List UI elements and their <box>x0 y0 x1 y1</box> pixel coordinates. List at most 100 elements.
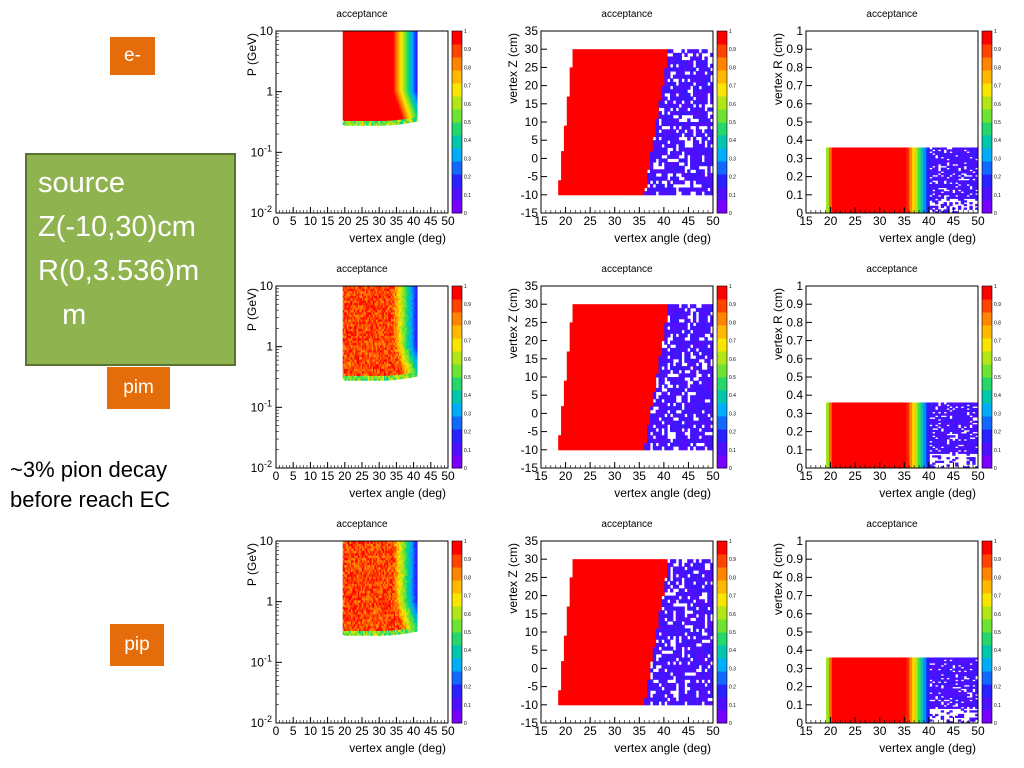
x-tick-label: 50 <box>706 469 720 483</box>
colorbar-segment <box>982 135 992 149</box>
x-tick-label: 45 <box>682 469 696 483</box>
colorbar-segment <box>982 83 992 97</box>
colorbar-segment <box>452 403 462 417</box>
x-tick-label: 25 <box>583 724 597 738</box>
heatmap-cells <box>343 541 418 636</box>
y-tick-label: 0.6 <box>786 352 803 366</box>
y-tick-label: 0.1 <box>786 188 803 202</box>
x-tick-label: 35 <box>390 214 404 228</box>
y-tick-label: 5 <box>531 388 538 402</box>
colorbar-segment <box>982 455 992 469</box>
colorbar-tick-label: 0.4 <box>464 138 471 144</box>
colorbar-segment <box>717 416 727 430</box>
x-tick-label: 40 <box>407 214 421 228</box>
colorbar-segment <box>717 403 727 417</box>
y-tick-label: 0.8 <box>786 315 803 329</box>
x-tick-label: 15 <box>321 469 335 483</box>
colorbar-tick-label: 0.8 <box>464 575 471 581</box>
colorbar-segment <box>982 697 992 711</box>
plot-title: acceptance <box>336 519 388 530</box>
colorbar-segment <box>982 632 992 646</box>
colorbar-segment <box>982 109 992 123</box>
y-tick-label: 10-1 <box>251 398 272 414</box>
colorbar-tick-label: 0.8 <box>994 65 1001 71</box>
x-tick-label: 20 <box>338 469 352 483</box>
x-tick-label: 25 <box>848 724 862 738</box>
y-tick-label: 0.3 <box>786 151 803 165</box>
colorbar-segment <box>717 338 727 352</box>
colorbar-segment <box>452 122 462 136</box>
x-tick-label: 40 <box>657 469 671 483</box>
colorbar-tick-label: 1 <box>464 539 467 545</box>
x-tick-label: 40 <box>922 724 936 738</box>
colorbar-segment <box>717 429 727 443</box>
colorbar-segment <box>717 148 727 162</box>
x-tick-label: 25 <box>848 214 862 228</box>
colorbar-segment <box>717 187 727 201</box>
colorbar-tick-label: 0.3 <box>729 411 736 417</box>
y-tick-label: 20 <box>525 589 539 603</box>
x-tick-label: 45 <box>947 214 961 228</box>
colorbar-segment <box>717 710 727 724</box>
colorbar-segment <box>452 416 462 430</box>
colorbar-tick-label: 0.6 <box>994 357 1001 363</box>
y-tick-label: 0.9 <box>786 42 803 56</box>
x-tick-label: 40 <box>657 214 671 228</box>
colorbar-tick-label: 0.1 <box>729 193 736 199</box>
y-tick-label: 10 <box>525 625 539 639</box>
colorbar-segment <box>452 567 462 581</box>
colorbar-tick-label: 0.6 <box>729 102 736 108</box>
y-tick-label: 0.3 <box>786 406 803 420</box>
colorbar-tick-label: 0.3 <box>994 156 1001 162</box>
y-tick-label: 1 <box>796 24 803 38</box>
colorbar-segment <box>452 286 462 300</box>
colorbar-tick-label: 1 <box>464 29 467 35</box>
plot-title: acceptance <box>601 264 653 275</box>
colorbar-segment <box>452 351 462 365</box>
colorbar-tick-label: 0.6 <box>729 357 736 363</box>
y-tick-label: 0.2 <box>786 425 803 439</box>
colorbar-tick-label: 0.9 <box>464 557 471 563</box>
colorbar-tick-label: 0.4 <box>464 393 471 399</box>
y-tick-label: 0 <box>531 406 538 420</box>
y-tick-label: 0.6 <box>786 607 803 621</box>
colorbar-tick-label: 0.7 <box>464 339 471 345</box>
colorbar-segment <box>452 377 462 391</box>
colorbar-tick-label: 0.2 <box>464 430 471 436</box>
y-tick-label: 10-2 <box>251 459 272 475</box>
colorbar-tick-label: 0.3 <box>464 156 471 162</box>
colorbar-tick-label: 0.8 <box>729 575 736 581</box>
colorbar-segment <box>452 312 462 326</box>
colorbar-tick-label: 0.5 <box>994 120 1001 126</box>
colorbar-tick-label: 0 <box>464 721 467 727</box>
y-axis-label: P (GeV) <box>245 288 259 331</box>
colorbar-segment <box>982 187 992 201</box>
colorbar-tick-label: 0.7 <box>729 84 736 90</box>
x-tick-label: 50 <box>971 724 985 738</box>
y-tick-label: 30 <box>525 552 539 566</box>
colorbar-segment <box>452 31 462 45</box>
colorbar-tick-label: 0.6 <box>464 102 471 108</box>
y-axis-label: vertex Z (cm) <box>506 33 520 104</box>
x-tick-label: 40 <box>407 724 421 738</box>
heatmap-cells <box>343 286 418 381</box>
x-tick-label: 5 <box>290 469 297 483</box>
colorbar-segment <box>717 619 727 633</box>
y-tick-label: 35 <box>525 24 539 38</box>
y-tick-label: 1 <box>266 85 273 99</box>
colorbar: 00.10.20.30.40.50.60.70.80.91 <box>717 29 736 217</box>
x-tick-label: 25 <box>355 724 369 738</box>
x-tick-label: 45 <box>947 469 961 483</box>
y-tick-label: 10-1 <box>251 653 272 669</box>
colorbar-tick-label: 0.1 <box>729 448 736 454</box>
colorbar-segment <box>982 286 992 300</box>
colorbar-tick-label: 0.4 <box>994 393 1001 399</box>
y-axis-label: vertex Z (cm) <box>506 288 520 359</box>
colorbar-tick-label: 0 <box>994 466 997 472</box>
colorbar-segment <box>452 338 462 352</box>
colorbar-tick-label: 0.1 <box>464 193 471 199</box>
y-tick-label: -15 <box>521 461 539 475</box>
